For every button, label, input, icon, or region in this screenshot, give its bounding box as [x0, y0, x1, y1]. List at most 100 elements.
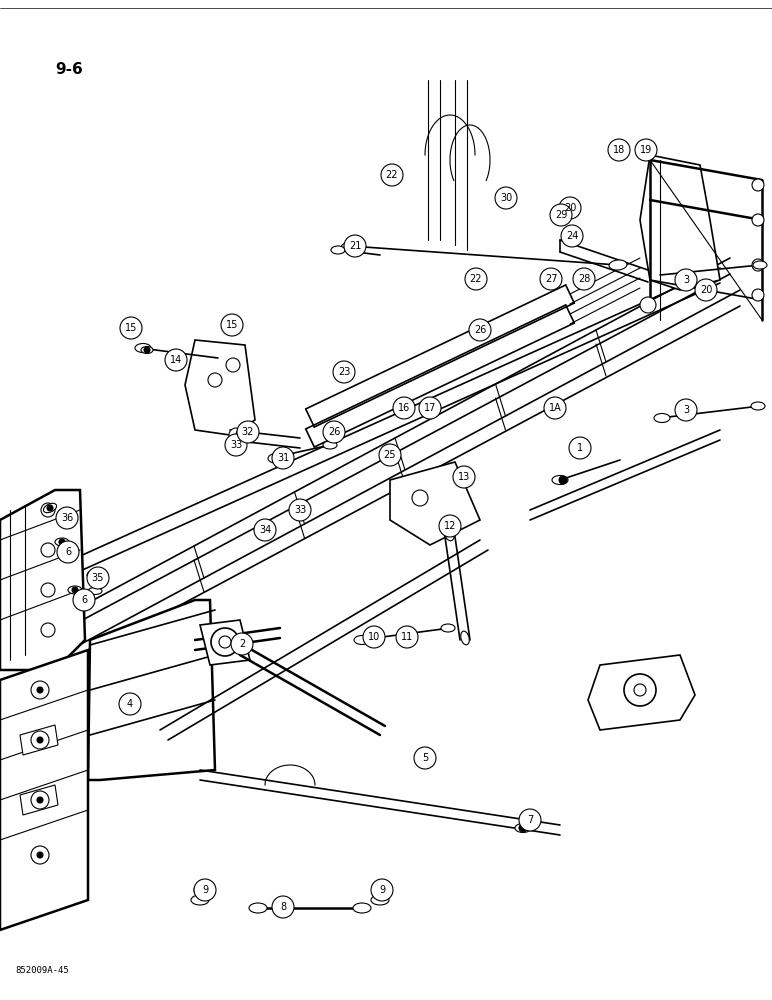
- Ellipse shape: [753, 261, 767, 269]
- Ellipse shape: [323, 441, 337, 449]
- Text: 11: 11: [401, 632, 413, 642]
- Circle shape: [165, 349, 187, 371]
- Circle shape: [37, 737, 43, 743]
- Circle shape: [640, 297, 656, 313]
- Polygon shape: [640, 155, 720, 290]
- Circle shape: [573, 268, 595, 290]
- Polygon shape: [88, 600, 215, 780]
- Circle shape: [608, 139, 630, 161]
- Text: 17: 17: [424, 403, 436, 413]
- Circle shape: [519, 824, 527, 832]
- Text: 852009A-45: 852009A-45: [15, 966, 69, 975]
- Circle shape: [226, 358, 240, 372]
- Polygon shape: [200, 620, 250, 665]
- Circle shape: [31, 791, 49, 809]
- Text: 15: 15: [125, 323, 137, 333]
- Circle shape: [119, 693, 141, 715]
- Text: 14: 14: [170, 355, 182, 365]
- Text: 13: 13: [458, 472, 470, 482]
- Circle shape: [236, 428, 250, 442]
- Circle shape: [453, 466, 475, 488]
- Circle shape: [396, 626, 418, 648]
- Circle shape: [752, 179, 764, 191]
- Ellipse shape: [191, 895, 209, 905]
- Circle shape: [414, 747, 436, 769]
- Text: 33: 33: [230, 440, 242, 450]
- Circle shape: [495, 187, 517, 209]
- Ellipse shape: [354, 636, 370, 645]
- Circle shape: [561, 225, 583, 247]
- Circle shape: [229, 428, 243, 442]
- Polygon shape: [185, 340, 255, 435]
- Circle shape: [635, 139, 657, 161]
- Circle shape: [550, 204, 572, 226]
- Circle shape: [72, 587, 78, 593]
- Ellipse shape: [552, 476, 568, 485]
- Circle shape: [752, 214, 764, 226]
- Circle shape: [237, 421, 259, 443]
- Text: 34: 34: [259, 525, 271, 535]
- Polygon shape: [0, 650, 88, 930]
- Circle shape: [41, 543, 55, 557]
- Text: 15: 15: [226, 320, 239, 330]
- Ellipse shape: [353, 903, 371, 913]
- Ellipse shape: [55, 538, 69, 546]
- Circle shape: [559, 476, 567, 484]
- Polygon shape: [588, 655, 695, 730]
- Circle shape: [465, 268, 487, 290]
- Circle shape: [31, 846, 49, 864]
- Circle shape: [272, 447, 294, 469]
- Polygon shape: [390, 462, 480, 545]
- Circle shape: [211, 628, 239, 656]
- Circle shape: [323, 421, 345, 443]
- Circle shape: [412, 490, 428, 506]
- Circle shape: [624, 674, 656, 706]
- Ellipse shape: [341, 242, 359, 252]
- Circle shape: [374, 884, 386, 896]
- Text: 9-6: 9-6: [55, 62, 83, 77]
- Ellipse shape: [444, 523, 455, 541]
- Text: 6: 6: [81, 595, 87, 605]
- Circle shape: [37, 797, 43, 803]
- Circle shape: [225, 434, 247, 456]
- Text: 19: 19: [640, 145, 652, 155]
- Ellipse shape: [515, 824, 531, 832]
- Circle shape: [569, 437, 591, 459]
- Text: 22: 22: [469, 274, 482, 284]
- Ellipse shape: [331, 246, 345, 254]
- Ellipse shape: [249, 903, 267, 913]
- Circle shape: [57, 541, 79, 563]
- Circle shape: [219, 636, 231, 648]
- Text: 28: 28: [577, 274, 590, 284]
- Circle shape: [544, 397, 566, 419]
- Circle shape: [333, 361, 355, 383]
- Text: 5: 5: [422, 753, 428, 763]
- Text: 7: 7: [527, 815, 533, 825]
- Circle shape: [41, 583, 55, 597]
- Text: 33: 33: [294, 505, 306, 515]
- Circle shape: [675, 269, 697, 291]
- Circle shape: [41, 623, 55, 637]
- Circle shape: [675, 399, 697, 421]
- Circle shape: [419, 397, 441, 419]
- Circle shape: [120, 317, 142, 339]
- Circle shape: [540, 268, 562, 290]
- Circle shape: [221, 314, 243, 336]
- Polygon shape: [20, 725, 58, 755]
- Circle shape: [231, 633, 253, 655]
- Circle shape: [634, 684, 646, 696]
- Circle shape: [194, 879, 216, 901]
- Polygon shape: [20, 785, 58, 815]
- Text: 20: 20: [699, 285, 713, 295]
- Text: 3: 3: [683, 405, 689, 415]
- Circle shape: [289, 499, 311, 521]
- Ellipse shape: [268, 453, 286, 463]
- Circle shape: [695, 279, 717, 301]
- Text: 30: 30: [500, 193, 512, 203]
- Circle shape: [87, 567, 109, 589]
- Ellipse shape: [88, 587, 102, 594]
- Text: 18: 18: [613, 145, 625, 155]
- Circle shape: [31, 681, 49, 699]
- Text: 6: 6: [65, 547, 71, 557]
- Text: 4: 4: [127, 699, 133, 709]
